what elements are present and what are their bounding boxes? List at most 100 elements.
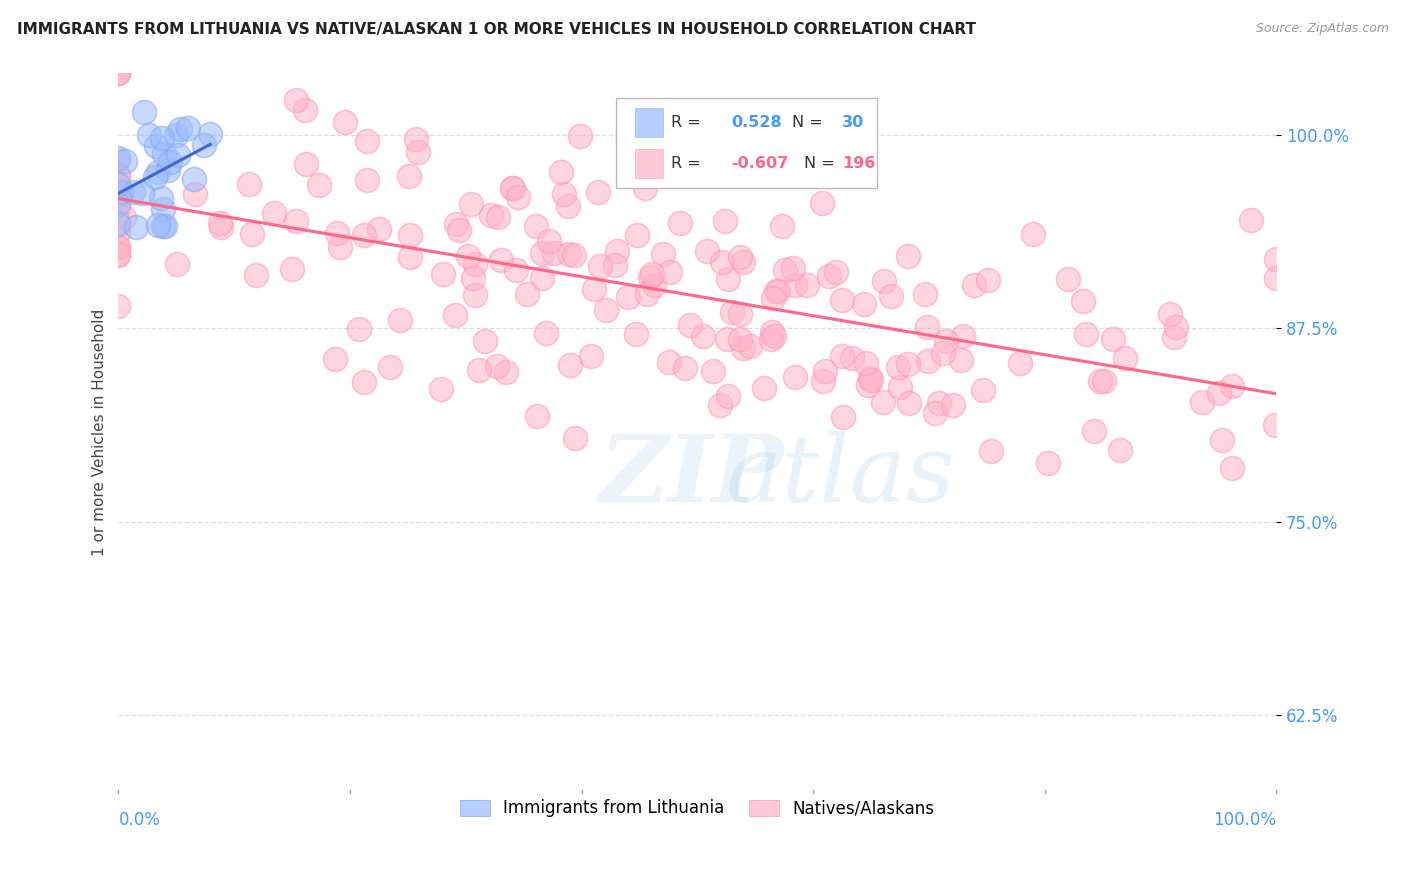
- Point: [583, 282, 606, 296]
- Point: [152, 219, 174, 233]
- Point: [389, 313, 412, 327]
- Point: [1211, 434, 1233, 448]
- Point: [177, 121, 200, 136]
- Point: [335, 115, 357, 129]
- Point: [825, 265, 848, 279]
- Point: [557, 199, 579, 213]
- Point: [284, 214, 307, 228]
- Text: 196: 196: [842, 156, 876, 171]
- Point: [914, 287, 936, 301]
- Point: [166, 257, 188, 271]
- Point: [658, 355, 681, 369]
- Text: R =: R =: [671, 115, 710, 130]
- Point: [107, 169, 129, 183]
- Point: [245, 268, 267, 282]
- Point: [398, 169, 420, 184]
- Point: [430, 382, 453, 396]
- Point: [813, 374, 835, 388]
- Point: [817, 268, 839, 283]
- Point: [464, 288, 486, 302]
- Point: [1240, 213, 1263, 227]
- Point: [183, 171, 205, 186]
- Point: [145, 139, 167, 153]
- Point: [1088, 374, 1111, 388]
- Point: [560, 358, 582, 372]
- Point: [110, 186, 132, 200]
- Point: [138, 128, 160, 142]
- Point: [1073, 293, 1095, 308]
- Point: [880, 288, 903, 302]
- Point: [308, 178, 330, 192]
- Point: [666, 147, 689, 161]
- Point: [263, 205, 285, 219]
- Y-axis label: 1 or more Vehicles in Household: 1 or more Vehicles in Household: [93, 310, 107, 557]
- Point: [932, 345, 955, 359]
- Point: [1265, 252, 1288, 267]
- Point: [831, 349, 853, 363]
- Point: [444, 308, 467, 322]
- Point: [832, 409, 855, 424]
- Point: [353, 227, 375, 242]
- Point: [107, 66, 129, 80]
- Point: [696, 244, 718, 258]
- Point: [1208, 386, 1230, 401]
- Point: [872, 394, 894, 409]
- Point: [457, 249, 479, 263]
- FancyBboxPatch shape: [634, 108, 662, 136]
- Point: [928, 395, 950, 409]
- Point: [651, 246, 673, 260]
- Point: [1265, 270, 1288, 285]
- Point: [759, 332, 782, 346]
- Text: N =: N =: [804, 156, 839, 171]
- Point: [852, 297, 875, 311]
- Point: [659, 265, 682, 279]
- Point: [405, 132, 427, 146]
- Point: [399, 251, 422, 265]
- Point: [209, 220, 232, 235]
- Point: [406, 145, 429, 159]
- Point: [714, 214, 737, 228]
- Point: [950, 353, 973, 368]
- Point: [107, 177, 129, 191]
- Point: [898, 395, 921, 409]
- Point: [716, 332, 738, 346]
- Point: [717, 272, 740, 286]
- Point: [131, 186, 153, 200]
- Point: [107, 215, 129, 229]
- Point: [1092, 375, 1115, 389]
- Point: [146, 219, 169, 233]
- Point: [673, 361, 696, 376]
- Point: [1191, 394, 1213, 409]
- Text: 30: 30: [842, 115, 865, 130]
- Text: 0.0%: 0.0%: [118, 811, 160, 829]
- Point: [1083, 424, 1105, 438]
- Point: [295, 157, 318, 171]
- Point: [107, 189, 129, 203]
- Point: [169, 122, 191, 136]
- Point: [152, 202, 174, 216]
- Point: [107, 240, 129, 254]
- Point: [112, 211, 135, 225]
- Point: [281, 262, 304, 277]
- Point: [783, 369, 806, 384]
- Point: [728, 307, 751, 321]
- Point: [107, 246, 129, 260]
- Point: [924, 405, 946, 419]
- Point: [294, 103, 316, 117]
- Point: [468, 363, 491, 377]
- Point: [717, 389, 740, 403]
- Point: [728, 332, 751, 346]
- Point: [502, 181, 524, 195]
- Point: [859, 373, 882, 387]
- Point: [107, 178, 129, 193]
- Point: [1220, 378, 1243, 392]
- Point: [167, 148, 190, 162]
- Point: [972, 383, 994, 397]
- Point: [692, 329, 714, 343]
- Point: [464, 257, 486, 271]
- Point: [444, 217, 467, 231]
- Point: [721, 304, 744, 318]
- Point: [284, 93, 307, 107]
- Point: [641, 267, 664, 281]
- Point: [107, 300, 129, 314]
